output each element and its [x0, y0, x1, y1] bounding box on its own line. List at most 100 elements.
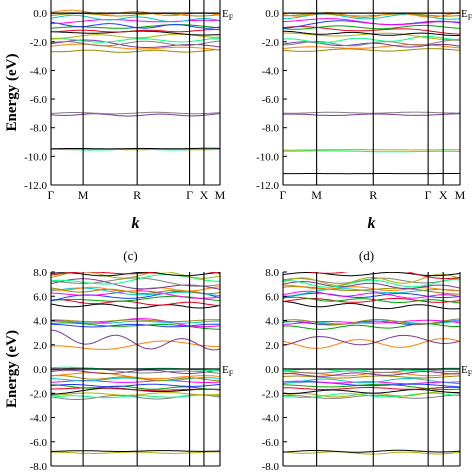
- band-line: [51, 111, 220, 115]
- band-line: [283, 284, 460, 292]
- chart-panel-4: 8.0 6.0 4.0 2.0 0.0 -2.0 -4.0 -6.0 -8.0 EF (d): [262, 248, 473, 473]
- band-line: [283, 380, 460, 385]
- y-tick-label: 4.0: [265, 316, 279, 328]
- band-line: [283, 150, 460, 153]
- band-line: [283, 26, 460, 35]
- y-tick-label: 6.0: [265, 291, 279, 303]
- band-line: [283, 392, 460, 398]
- band-line: [51, 148, 220, 151]
- band-line: [51, 272, 220, 276]
- band-line: [283, 296, 460, 304]
- band-line: [283, 318, 460, 326]
- band-line: [51, 319, 220, 323]
- k-point-label: R: [133, 188, 141, 202]
- band-line: [283, 11, 460, 18]
- band-line: [51, 372, 220, 380]
- y-tick-label: -6.0: [30, 94, 48, 106]
- y-tick-label: -10.0: [24, 151, 47, 163]
- y-tick-label: 0.0: [33, 364, 47, 376]
- band-line: [283, 288, 460, 297]
- y-tick-label: -4.0: [30, 413, 48, 425]
- band-line: [51, 340, 220, 350]
- fermi-label: EF: [222, 8, 234, 22]
- band-line: [283, 48, 460, 52]
- band-line: [51, 377, 220, 382]
- band-lines: [51, 272, 220, 454]
- band-line: [51, 394, 220, 399]
- band-lines: [283, 272, 460, 455]
- y-tick-label: 8.0: [33, 267, 47, 279]
- band-lines: [51, 9, 220, 151]
- band-line: [283, 18, 460, 26]
- band-line: [51, 320, 220, 324]
- band-line: [283, 272, 460, 277]
- band-line: [283, 281, 460, 290]
- band-line: [51, 43, 220, 51]
- fermi-label: EF: [222, 364, 234, 378]
- band-line: [283, 113, 460, 116]
- band-line: [51, 272, 220, 279]
- y-tick-label: -6.0: [30, 437, 48, 449]
- band-line: [51, 14, 220, 23]
- band-line: [283, 286, 460, 295]
- y-tick-label: -12.0: [256, 180, 279, 192]
- band-line: [283, 30, 460, 36]
- y-tick-label: -2.0: [262, 37, 280, 49]
- fermi-subscript: F: [468, 13, 473, 22]
- y-tick-label: 2.0: [33, 340, 47, 352]
- band-line: [283, 449, 460, 453]
- band-line: [283, 378, 460, 384]
- band-line: [51, 278, 220, 290]
- band-line: [51, 19, 220, 25]
- band-line: [51, 49, 220, 53]
- band-line: [51, 21, 220, 29]
- y-tick-label: -6.0: [262, 94, 280, 106]
- band-line: [51, 392, 220, 396]
- k-point-label: X: [439, 188, 448, 202]
- band-line: [51, 303, 220, 309]
- y-tick-label: -4.0: [262, 413, 280, 425]
- band-line: [51, 29, 220, 33]
- x-axis-label: k: [132, 215, 140, 232]
- k-point-label: Γ: [280, 188, 287, 202]
- band-line: [283, 292, 460, 299]
- band-line: [283, 389, 460, 395]
- k-point-label: M: [78, 188, 89, 202]
- y-tick-label: -6.0: [262, 437, 280, 449]
- y-tick-label: 8.0: [265, 267, 279, 279]
- y-tick-label: -8.0: [30, 461, 48, 473]
- band-line: [283, 111, 460, 114]
- band-line: [51, 322, 220, 330]
- band-line: [283, 369, 460, 374]
- band-line: [51, 295, 220, 302]
- y-tick-label: -4.0: [262, 65, 280, 77]
- band-line: [283, 297, 460, 303]
- y-tick-label: 0.0: [265, 8, 279, 20]
- y-tick-label: 4.0: [33, 316, 47, 328]
- fermi-label: EF: [461, 364, 473, 378]
- y-axis-label: Energy (eV): [4, 330, 20, 408]
- band-line: [283, 41, 460, 48]
- y-tick-label: -8.0: [262, 461, 280, 473]
- band-line: [51, 383, 220, 388]
- k-point-label: Γ: [48, 188, 55, 202]
- k-point-label: R: [369, 188, 377, 202]
- y-tick-label: 6.0: [33, 291, 47, 303]
- y-tick-label: -2.0: [30, 388, 48, 400]
- band-line: [51, 450, 220, 452]
- y-tick-label: 2.0: [265, 340, 279, 352]
- x-axis-label: k: [368, 215, 376, 232]
- y-tick-label: -2.0: [262, 388, 280, 400]
- band-line: [306, 272, 460, 280]
- panel-label: (c): [123, 248, 137, 263]
- y-tick-label: -2.0: [30, 37, 48, 49]
- band-line: [283, 301, 460, 310]
- y-tick-label: 0.0: [265, 364, 279, 376]
- band-line: [51, 147, 220, 150]
- band-line: [51, 369, 220, 375]
- band-line: [283, 371, 460, 377]
- band-line: [51, 272, 220, 277]
- band-line: [51, 40, 220, 47]
- y-tick-label: -8.0: [30, 123, 48, 135]
- band-line: [283, 375, 460, 379]
